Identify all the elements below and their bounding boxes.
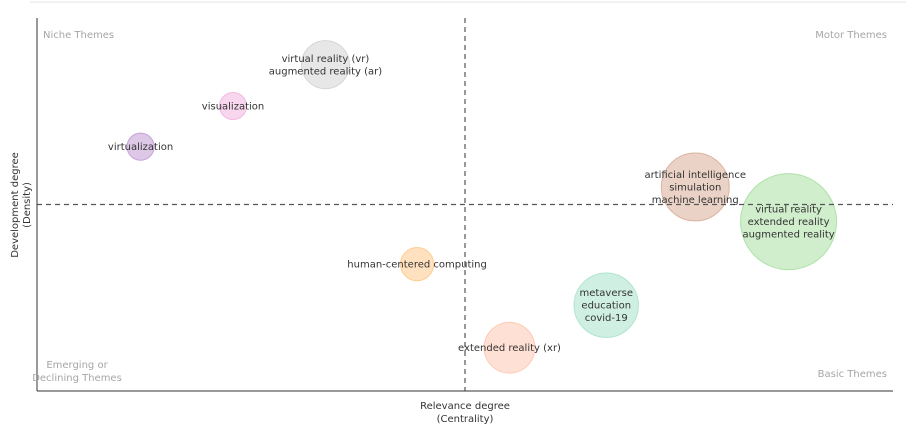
cluster-label: machine learning bbox=[652, 195, 739, 206]
cluster-label: virtualization bbox=[108, 142, 173, 153]
bubble-labels: virtual reality (vr)augmented reality (a… bbox=[108, 54, 835, 354]
y-axis-subtitle: (Density) bbox=[22, 182, 33, 228]
cluster-bubble[interactable] bbox=[573, 272, 639, 338]
quadrant-labels: Niche Themes Motor Themes Emerging or Decli… bbox=[32, 30, 887, 384]
cluster-bubble[interactable] bbox=[218, 91, 248, 121]
cluster-label: extended reality bbox=[748, 217, 830, 228]
quadrant-label: Emerging or bbox=[46, 360, 108, 371]
quadrant-label: Declining Themes bbox=[32, 373, 122, 384]
y-axis-title: Development degree bbox=[10, 152, 21, 258]
quadrant-label: Motor Themes bbox=[815, 30, 887, 41]
cluster-label: augmented reality bbox=[742, 230, 834, 241]
quadrant-label: Basic Themes bbox=[818, 369, 887, 380]
bubble-layer bbox=[126, 40, 838, 374]
cluster-bubble[interactable] bbox=[740, 173, 838, 271]
x-axis-title: Relevance degree bbox=[420, 401, 510, 412]
cluster-bubble[interactable] bbox=[483, 321, 536, 374]
cluster-label: virtual reality bbox=[755, 205, 822, 216]
cluster-label: simulation bbox=[669, 182, 721, 193]
cluster-label: extended reality (xr) bbox=[458, 343, 561, 354]
cluster-bubble[interactable] bbox=[126, 132, 155, 161]
cluster-label: education bbox=[581, 301, 631, 312]
cluster-label: metaverse bbox=[579, 288, 633, 299]
axes bbox=[36, 18, 893, 392]
quadrant-label: Niche Themes bbox=[43, 30, 114, 41]
x-axis-subtitle: (Centrality) bbox=[437, 414, 494, 425]
axis-titles: Relevance degree (Centrality) Developmen… bbox=[10, 152, 510, 425]
cluster-bubble[interactable] bbox=[399, 247, 435, 282]
cluster-label: human-centered computing bbox=[347, 260, 487, 271]
cluster-label: covid-19 bbox=[585, 313, 628, 324]
cluster-label: visualization bbox=[202, 102, 264, 113]
cluster-label: virtual reality (vr) bbox=[282, 54, 370, 65]
cluster-label: artificial intelligence bbox=[644, 170, 746, 181]
cluster-bubble[interactable] bbox=[300, 40, 350, 90]
cluster-label: augmented reality (ar) bbox=[269, 66, 383, 77]
quadrant-dividers bbox=[37, 18, 893, 391]
